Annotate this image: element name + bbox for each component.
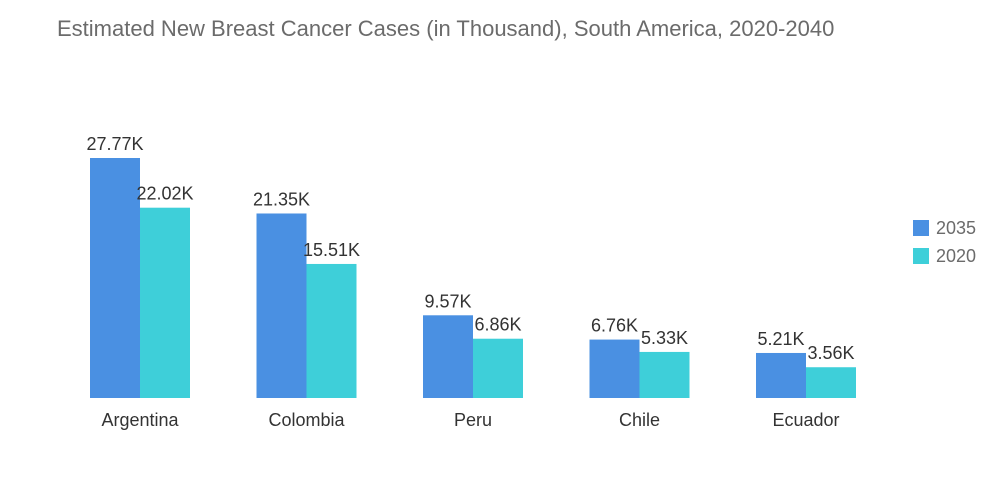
x-tick-label-peru: Peru bbox=[454, 410, 492, 430]
data-label-ecuador-2035: 5.21K bbox=[757, 329, 804, 349]
legend-item-series-1[interactable]: 2020 bbox=[913, 242, 976, 270]
x-tick-label-colombia: Colombia bbox=[268, 410, 345, 430]
data-label-argentina-2035: 27.77K bbox=[86, 134, 143, 154]
bar-ecuador-2020[interactable] bbox=[806, 367, 856, 398]
chart-title: Estimated New Breast Cancer Cases (in Th… bbox=[57, 16, 835, 41]
data-label-peru-2020: 6.86K bbox=[474, 315, 521, 335]
legend-label: 2035 bbox=[936, 217, 977, 238]
x-tick-label-ecuador: Ecuador bbox=[772, 410, 839, 430]
bar-chile-2035[interactable] bbox=[589, 339, 640, 398]
legend-swatch bbox=[913, 220, 929, 236]
data-label-colombia-2035: 21.35K bbox=[253, 189, 310, 209]
data-label-chile-2035: 6.76K bbox=[591, 316, 638, 336]
legend: 2035 2020 bbox=[913, 214, 976, 270]
legend-swatch bbox=[913, 248, 929, 264]
legend-label: 2020 bbox=[936, 245, 977, 266]
bar-colombia-2020[interactable] bbox=[306, 263, 357, 398]
data-label-peru-2035: 9.57K bbox=[424, 291, 471, 311]
x-tick-label-argentina: Argentina bbox=[101, 410, 179, 430]
bar-colombia-2035[interactable] bbox=[256, 213, 307, 398]
x-tick-label-chile: Chile bbox=[619, 410, 660, 430]
data-label-ecuador-2020: 3.56K bbox=[807, 343, 854, 363]
bar-peru-2035[interactable] bbox=[423, 315, 473, 398]
bar-ecuador-2035[interactable] bbox=[756, 352, 806, 398]
data-label-chile-2020: 5.33K bbox=[641, 328, 688, 348]
bar-argentina-2035[interactable] bbox=[90, 158, 140, 398]
legend-item-series-0[interactable]: 2035 bbox=[913, 214, 976, 242]
plot-area: 27.77K 22.02K Argentina 21.35K 15.51K Colombi… bbox=[86, 134, 856, 430]
bar-chile-2020[interactable] bbox=[639, 351, 690, 398]
bar-argentina-2020[interactable] bbox=[140, 207, 190, 398]
data-label-argentina-2020: 22.02K bbox=[136, 184, 193, 204]
data-label-colombia-2020: 15.51K bbox=[303, 240, 360, 260]
bar-peru-2020[interactable] bbox=[473, 338, 523, 398]
